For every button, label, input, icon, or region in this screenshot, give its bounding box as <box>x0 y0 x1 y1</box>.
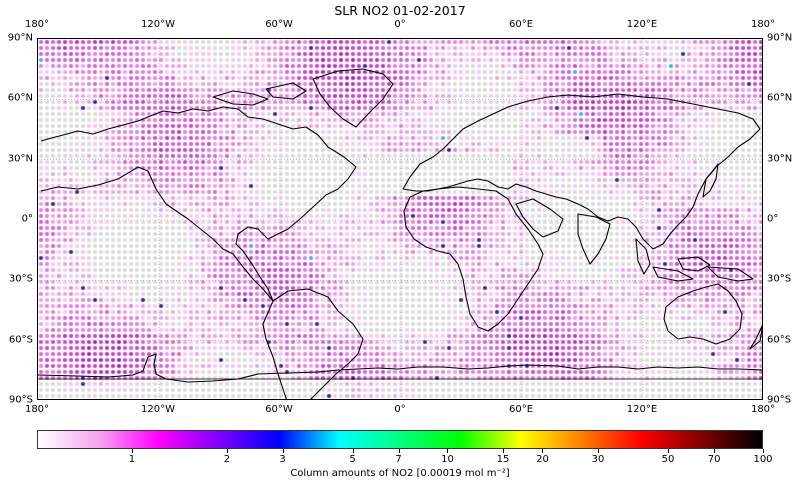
graticule <box>38 39 762 399</box>
tick-label: 90°S <box>767 394 792 406</box>
colorbar-tick-mark <box>668 449 670 453</box>
no2-dot-field <box>38 39 762 399</box>
tick-label: 60°W <box>265 19 293 30</box>
tick-label: 180° <box>750 404 776 415</box>
tick-label: 30°N <box>767 153 793 165</box>
tick-label: 90°N <box>7 32 33 44</box>
tick-label: 60°N <box>767 92 793 104</box>
colorbar-tick-mark <box>542 449 544 453</box>
tick-label: 0° <box>21 213 33 225</box>
colorbar-tick-label: 7 <box>395 454 402 465</box>
tick-label: 60°E <box>508 404 534 415</box>
colorbar-tick-label: 3 <box>279 454 286 465</box>
colorbar <box>37 430 763 449</box>
tick-label: 120°W <box>141 404 175 415</box>
tick-label: 180° <box>24 19 50 30</box>
tick-label: 30°N <box>7 153 33 165</box>
tick-label: 60°W <box>265 404 293 415</box>
colorbar-tick-mark <box>447 449 449 453</box>
colorbar-label: Column amounts of NO2 [0.00019 mol m⁻²] <box>290 468 510 479</box>
colorbar-tick-mark <box>598 449 600 453</box>
coastline-overlay <box>38 39 762 399</box>
colorbar-tick-label: 2 <box>223 454 231 465</box>
plot-title: SLR NO2 01-02-2017 <box>334 3 466 18</box>
map-plot-area[interactable] <box>37 38 763 400</box>
colorbar-tick-label: 50 <box>661 454 675 465</box>
colorbar-tick-mark <box>763 449 764 453</box>
tick-label: 0° <box>394 404 406 415</box>
colorbar-tick-mark <box>282 449 284 453</box>
tick-label: 60°S <box>767 334 792 346</box>
colorbar-tick-mark <box>503 449 505 453</box>
colorbar-tick-label: 1 <box>128 454 136 465</box>
colorbar-tick-mark <box>352 449 354 453</box>
colorbar-tick-mark <box>226 449 228 453</box>
colorbar-tick-mark <box>398 449 400 453</box>
tick-label: 0° <box>767 213 779 225</box>
tick-label: 30°S <box>767 273 792 285</box>
tick-label: 120°E <box>626 19 658 30</box>
colorbar-tick-label: 70 <box>707 454 721 465</box>
tick-label: 180° <box>24 404 50 415</box>
tick-label: 90°S <box>8 394 33 406</box>
colorbar-tick-label: 15 <box>496 454 510 465</box>
tick-label: 90°N <box>767 32 793 44</box>
tick-label: 30°S <box>8 273 33 285</box>
tick-label: 60°E <box>508 19 534 30</box>
colorbar-tick-mark <box>714 449 716 453</box>
colorbar-tick-label: 10 <box>441 454 454 465</box>
colorbar-tick-label: 20 <box>536 454 549 465</box>
tick-label: 120°E <box>626 404 658 415</box>
tick-label: 0° <box>394 19 406 30</box>
colorbar-tick-label: 100 <box>753 454 773 465</box>
tick-label: 60°N <box>7 92 33 104</box>
tick-label: 120°W <box>141 19 175 30</box>
colorbar-tick-label: 30 <box>591 454 605 465</box>
tick-label: 180° <box>750 19 776 30</box>
coastlines <box>38 68 762 399</box>
colorbar-tick-mark <box>131 449 133 453</box>
colorbar-tick-label: 5 <box>349 454 356 465</box>
tick-label: 60°S <box>8 334 33 346</box>
